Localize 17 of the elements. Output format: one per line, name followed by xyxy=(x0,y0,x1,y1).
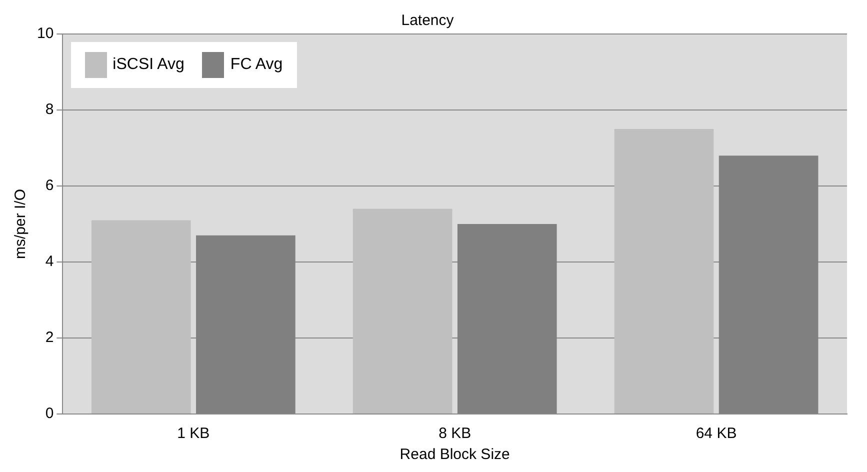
legend-label: iSCSI Avg xyxy=(112,56,184,74)
y-tick-label: 0 xyxy=(45,405,54,422)
y-tick-label: 8 xyxy=(45,101,54,118)
x-axis-title: Read Block Size xyxy=(400,446,510,464)
y-tick-label: 10 xyxy=(36,25,54,42)
legend-label: FC Avg xyxy=(230,56,283,74)
y-tick-label: 2 xyxy=(45,329,54,346)
y-tick-label: 6 xyxy=(45,177,54,194)
y-tick-label: 4 xyxy=(45,253,54,270)
x-tick-label: 8 KB xyxy=(438,425,472,442)
chart-title: Latency xyxy=(401,12,454,30)
bar xyxy=(614,129,714,414)
bar xyxy=(352,208,452,414)
y-axis-title: ms/per I/O xyxy=(12,188,30,260)
x-tick-label: 1 KB xyxy=(177,425,210,442)
bar xyxy=(91,220,191,414)
x-tick-label: 64 KB xyxy=(696,425,737,442)
